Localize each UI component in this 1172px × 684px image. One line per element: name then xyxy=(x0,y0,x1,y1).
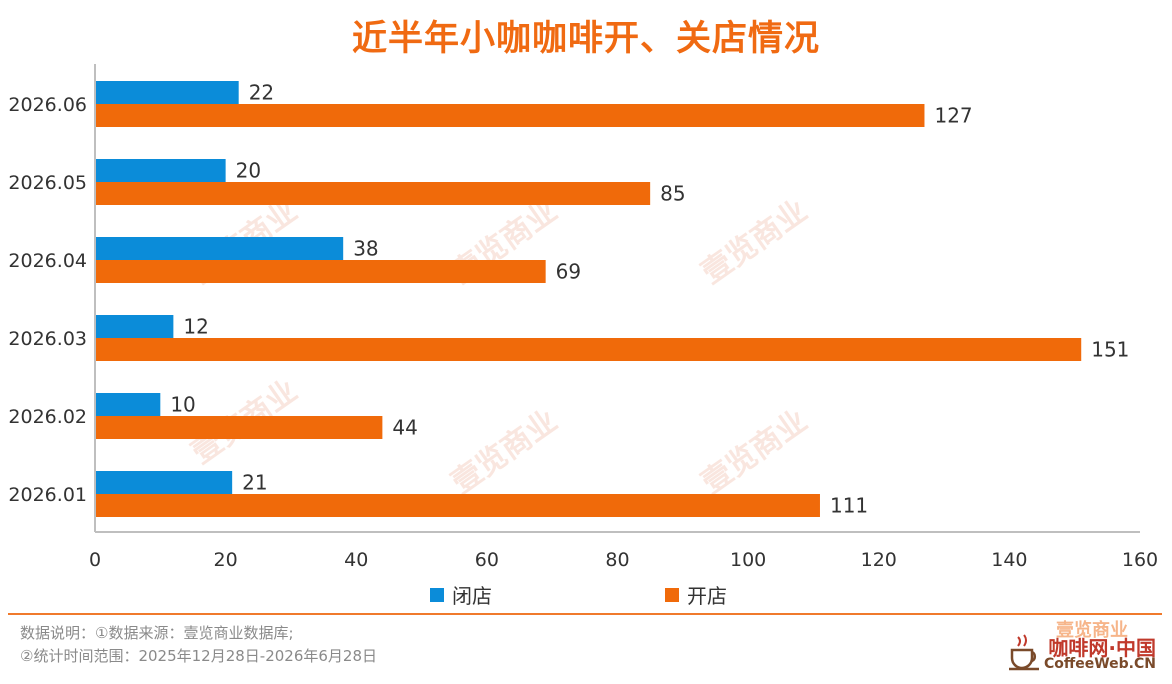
legend: 闭店 开店 xyxy=(430,584,727,608)
bar-opened xyxy=(95,338,1082,361)
data-label: 22 xyxy=(249,81,274,105)
logo-sub-text: CoffeeWeb.CN xyxy=(1044,656,1156,672)
data-label: 127 xyxy=(934,104,972,128)
coffeeweb-logo: 壹览商业 咖啡网·中国 CoffeeWeb.CN xyxy=(1008,618,1158,678)
watermark-text: 壹览商业 xyxy=(695,403,813,500)
x-tick-label: 60 xyxy=(475,549,499,571)
bar-opened xyxy=(95,416,383,439)
y-tick-label: 2026.04 xyxy=(8,250,87,272)
bar-closed xyxy=(95,471,233,494)
bar-chart: 壹览商业壹览商业壹览商业壹览商业壹览商业壹览商业 221272026.06208… xyxy=(8,64,1158,608)
bar-opened xyxy=(95,494,820,517)
data-label: 12 xyxy=(183,315,208,339)
y-tick-label: 2026.06 xyxy=(8,94,87,116)
logo-watermark-text: 壹览商业 xyxy=(1056,620,1128,641)
data-label: 44 xyxy=(392,416,417,440)
data-label: 20 xyxy=(236,159,261,183)
coffee-cup-icon xyxy=(1009,634,1039,671)
bar-closed xyxy=(95,159,226,182)
bars-layer: 22 127 2026.06 20 85 2026.05 38 69 2026.04 12 151 2… xyxy=(8,81,1129,518)
bar-closed xyxy=(95,237,344,260)
logo-main-text: 咖啡网·中国 xyxy=(1048,636,1156,660)
legend-swatch-opened xyxy=(665,588,679,602)
x-tick-label: 120 xyxy=(861,549,897,571)
y-tick-label: 2026.03 xyxy=(8,328,87,350)
bar-opened xyxy=(95,104,925,127)
data-label: 111 xyxy=(830,494,868,518)
legend-label-opened: 开店 xyxy=(687,584,727,608)
y-tick-label: 2026.01 xyxy=(8,484,87,506)
x-tick-label: 0 xyxy=(89,549,101,571)
bar-opened xyxy=(95,182,651,205)
y-tick-label: 2026.05 xyxy=(8,172,87,194)
data-label: 69 xyxy=(556,260,581,284)
bar-opened xyxy=(95,260,546,283)
chart-title: 近半年小咖咖啡开、关店情况 xyxy=(351,19,820,59)
footer-divider xyxy=(8,613,1162,615)
legend-label-closed: 闭店 xyxy=(452,584,492,608)
x-tick-label: 20 xyxy=(214,549,238,571)
x-tick-label: 160 xyxy=(1122,549,1158,571)
x-tick-label: 140 xyxy=(991,549,1027,571)
watermark-text: 壹览商业 xyxy=(445,403,563,500)
data-label: 85 xyxy=(660,182,685,206)
bar-closed xyxy=(95,393,161,416)
y-tick-label: 2026.02 xyxy=(8,406,87,428)
x-tick-label: 80 xyxy=(605,549,629,571)
x-tick-label: 100 xyxy=(730,549,766,571)
data-source-note: 数据说明：①数据来源：壹览商业数据库; xyxy=(20,624,294,642)
bar-closed xyxy=(95,315,174,338)
axes-layer: 0 20 40 60 80 100 120 140 160 xyxy=(89,64,1158,571)
watermark-text: 壹览商业 xyxy=(695,193,813,290)
legend-swatch-closed xyxy=(430,588,444,602)
time-range-note: ②统计时间范围：2025年12月28日-2026年6月28日 xyxy=(20,647,378,665)
data-label: 38 xyxy=(353,237,378,261)
bar-closed xyxy=(95,81,239,104)
x-tick-label: 40 xyxy=(344,549,368,571)
data-label: 21 xyxy=(242,471,267,495)
data-label: 10 xyxy=(170,393,195,417)
data-label: 151 xyxy=(1091,338,1129,362)
